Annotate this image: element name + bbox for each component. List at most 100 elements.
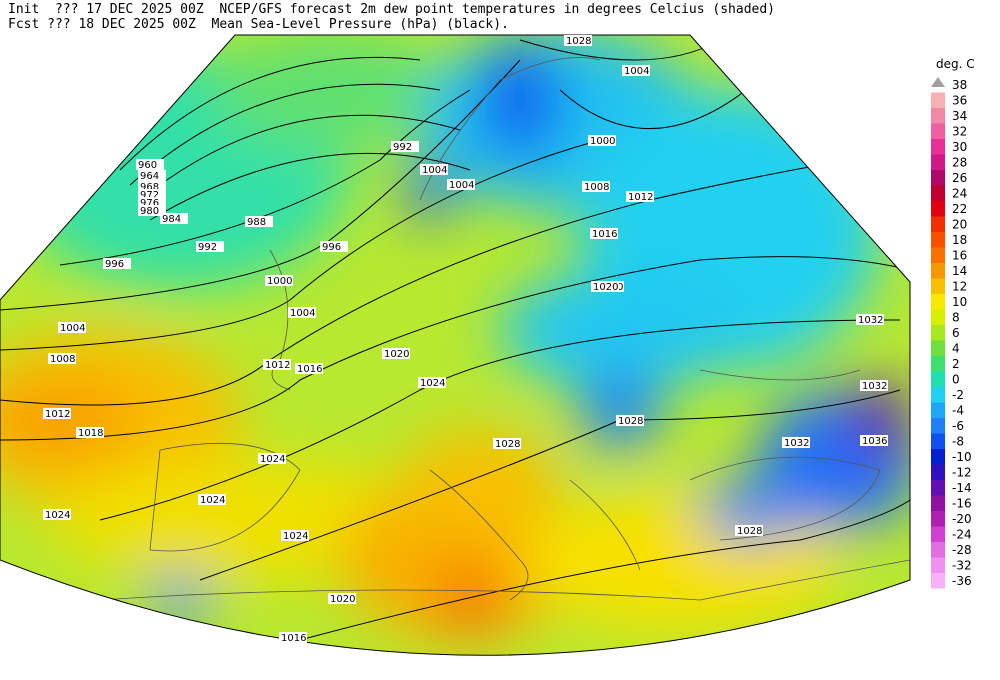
legend-label: -6 — [952, 419, 964, 433]
legend-label: -12 — [952, 466, 972, 480]
legend-swatch — [931, 92, 945, 108]
legend-swatch — [931, 433, 945, 449]
isobar-label: 992 — [393, 142, 412, 153]
legend-label: 12 — [952, 280, 967, 294]
isobar-label-bg — [288, 307, 316, 318]
legend-label: -28 — [952, 543, 972, 557]
isobar-label-bg — [382, 348, 410, 359]
legend-label: 24 — [952, 187, 967, 201]
isobar-label-bg — [43, 509, 71, 520]
isobar-label: 1000 — [590, 136, 615, 147]
header-line: Init ??? 17 DEC 2025 00Z NCEP/GFS foreca… — [8, 2, 775, 17]
isobar-label-bg — [198, 494, 226, 505]
isobar-label-bg — [391, 141, 419, 152]
isobar-label: 1016 — [297, 364, 322, 375]
isobar-label: 1004 — [422, 165, 447, 176]
isobar-label-bg — [43, 408, 71, 419]
legend-swatch — [931, 464, 945, 480]
isobar-label-bg — [626, 191, 654, 202]
isobar-label-bg — [420, 164, 448, 175]
isobar-label-bg — [58, 322, 86, 333]
isobar-label: 1012 — [45, 409, 70, 420]
isobar-label: 1016 — [592, 229, 617, 240]
legend-label: 14 — [952, 264, 967, 278]
legend-swatch — [931, 356, 945, 372]
legend-swatch — [931, 201, 945, 217]
legend-swatch — [931, 573, 945, 589]
isobar-label-bg — [138, 189, 166, 200]
isobar-label: 996 — [105, 259, 124, 270]
legend-swatch — [931, 340, 945, 356]
legend-label: 4 — [952, 342, 960, 356]
isobar-label-bg — [103, 258, 131, 269]
isobar-label: 1024 — [283, 531, 308, 542]
isobar-label-bg — [258, 453, 286, 464]
isobar-label-bg — [160, 213, 188, 224]
isobar-label: 1024 — [45, 510, 70, 521]
isobar-label: 1004 — [60, 323, 85, 334]
isobar-label-bg — [856, 314, 884, 325]
isobar-label-bg — [279, 632, 307, 643]
isobar-label-bg — [860, 380, 888, 391]
isobar-label-bg — [591, 281, 619, 292]
legend-label: -14 — [952, 481, 972, 495]
isobar-label-bg — [320, 241, 348, 252]
legend-swatch — [931, 247, 945, 263]
isobar-label: 1036 — [862, 436, 887, 447]
isobar-label: 980 — [140, 206, 159, 217]
legend-swatch — [931, 418, 945, 434]
isobar-label: 1028 — [495, 439, 520, 450]
coastlines — [99, 57, 910, 601]
isobar-label: 1024 — [260, 454, 285, 465]
isobar-label-bg — [263, 359, 291, 370]
isobar-label-bg — [295, 363, 323, 374]
isobar-label: 988 — [247, 217, 266, 228]
isobar-label-bg — [616, 415, 644, 426]
legend-swatch — [931, 557, 945, 573]
legend-label: 2 — [952, 357, 960, 371]
isobar-label: 1018 — [78, 428, 103, 439]
isobar-label: 1032 — [858, 315, 883, 326]
isobar-label: 1032 — [862, 381, 887, 392]
legend-swatch — [931, 387, 945, 403]
legend-label: 16 — [952, 249, 967, 263]
legend-label: -20 — [952, 512, 972, 526]
isobar-label: 976 — [140, 198, 159, 209]
legend-label: 20 — [952, 218, 967, 232]
legend-swatch — [931, 449, 945, 465]
isobar-label-bg — [735, 525, 763, 536]
legend-label: 10 — [952, 295, 967, 309]
legend-label: -16 — [952, 497, 972, 511]
legend-label: -10 — [952, 450, 972, 464]
legend-title: deg. C — [936, 57, 975, 71]
isobar-label: 964 — [140, 171, 159, 182]
isobar-label-bg — [48, 353, 76, 364]
legend-swatch — [931, 216, 945, 232]
legend-label: 38 — [952, 78, 967, 92]
isobar-label: 1004 — [290, 308, 315, 319]
isobar-label-bg — [196, 241, 224, 252]
legend-swatch — [931, 371, 945, 387]
isobar-label: 1028 — [618, 416, 643, 427]
legend-label: 26 — [952, 171, 967, 185]
isobars — [0, 39, 910, 641]
isobar-label: 1028 — [566, 36, 591, 47]
legend-swatch — [931, 170, 945, 186]
legend-label: -24 — [952, 528, 972, 542]
isobar-label: 1000 — [267, 276, 292, 287]
legend-swatch — [931, 123, 945, 139]
legend-label: 22 — [952, 202, 967, 216]
legend-swatch — [931, 263, 945, 279]
isobar-label: 1008 — [584, 182, 609, 193]
isobar-label: 992 — [198, 242, 217, 253]
legend-label: 34 — [952, 109, 967, 123]
legend-label: 8 — [952, 311, 960, 325]
legend-label: -8 — [952, 435, 964, 449]
isobar-label-bg — [265, 275, 293, 286]
legend-label: 36 — [952, 94, 967, 108]
legend-swatch — [931, 108, 945, 124]
legend-swatch — [931, 511, 945, 527]
legend-swatch — [931, 154, 945, 170]
